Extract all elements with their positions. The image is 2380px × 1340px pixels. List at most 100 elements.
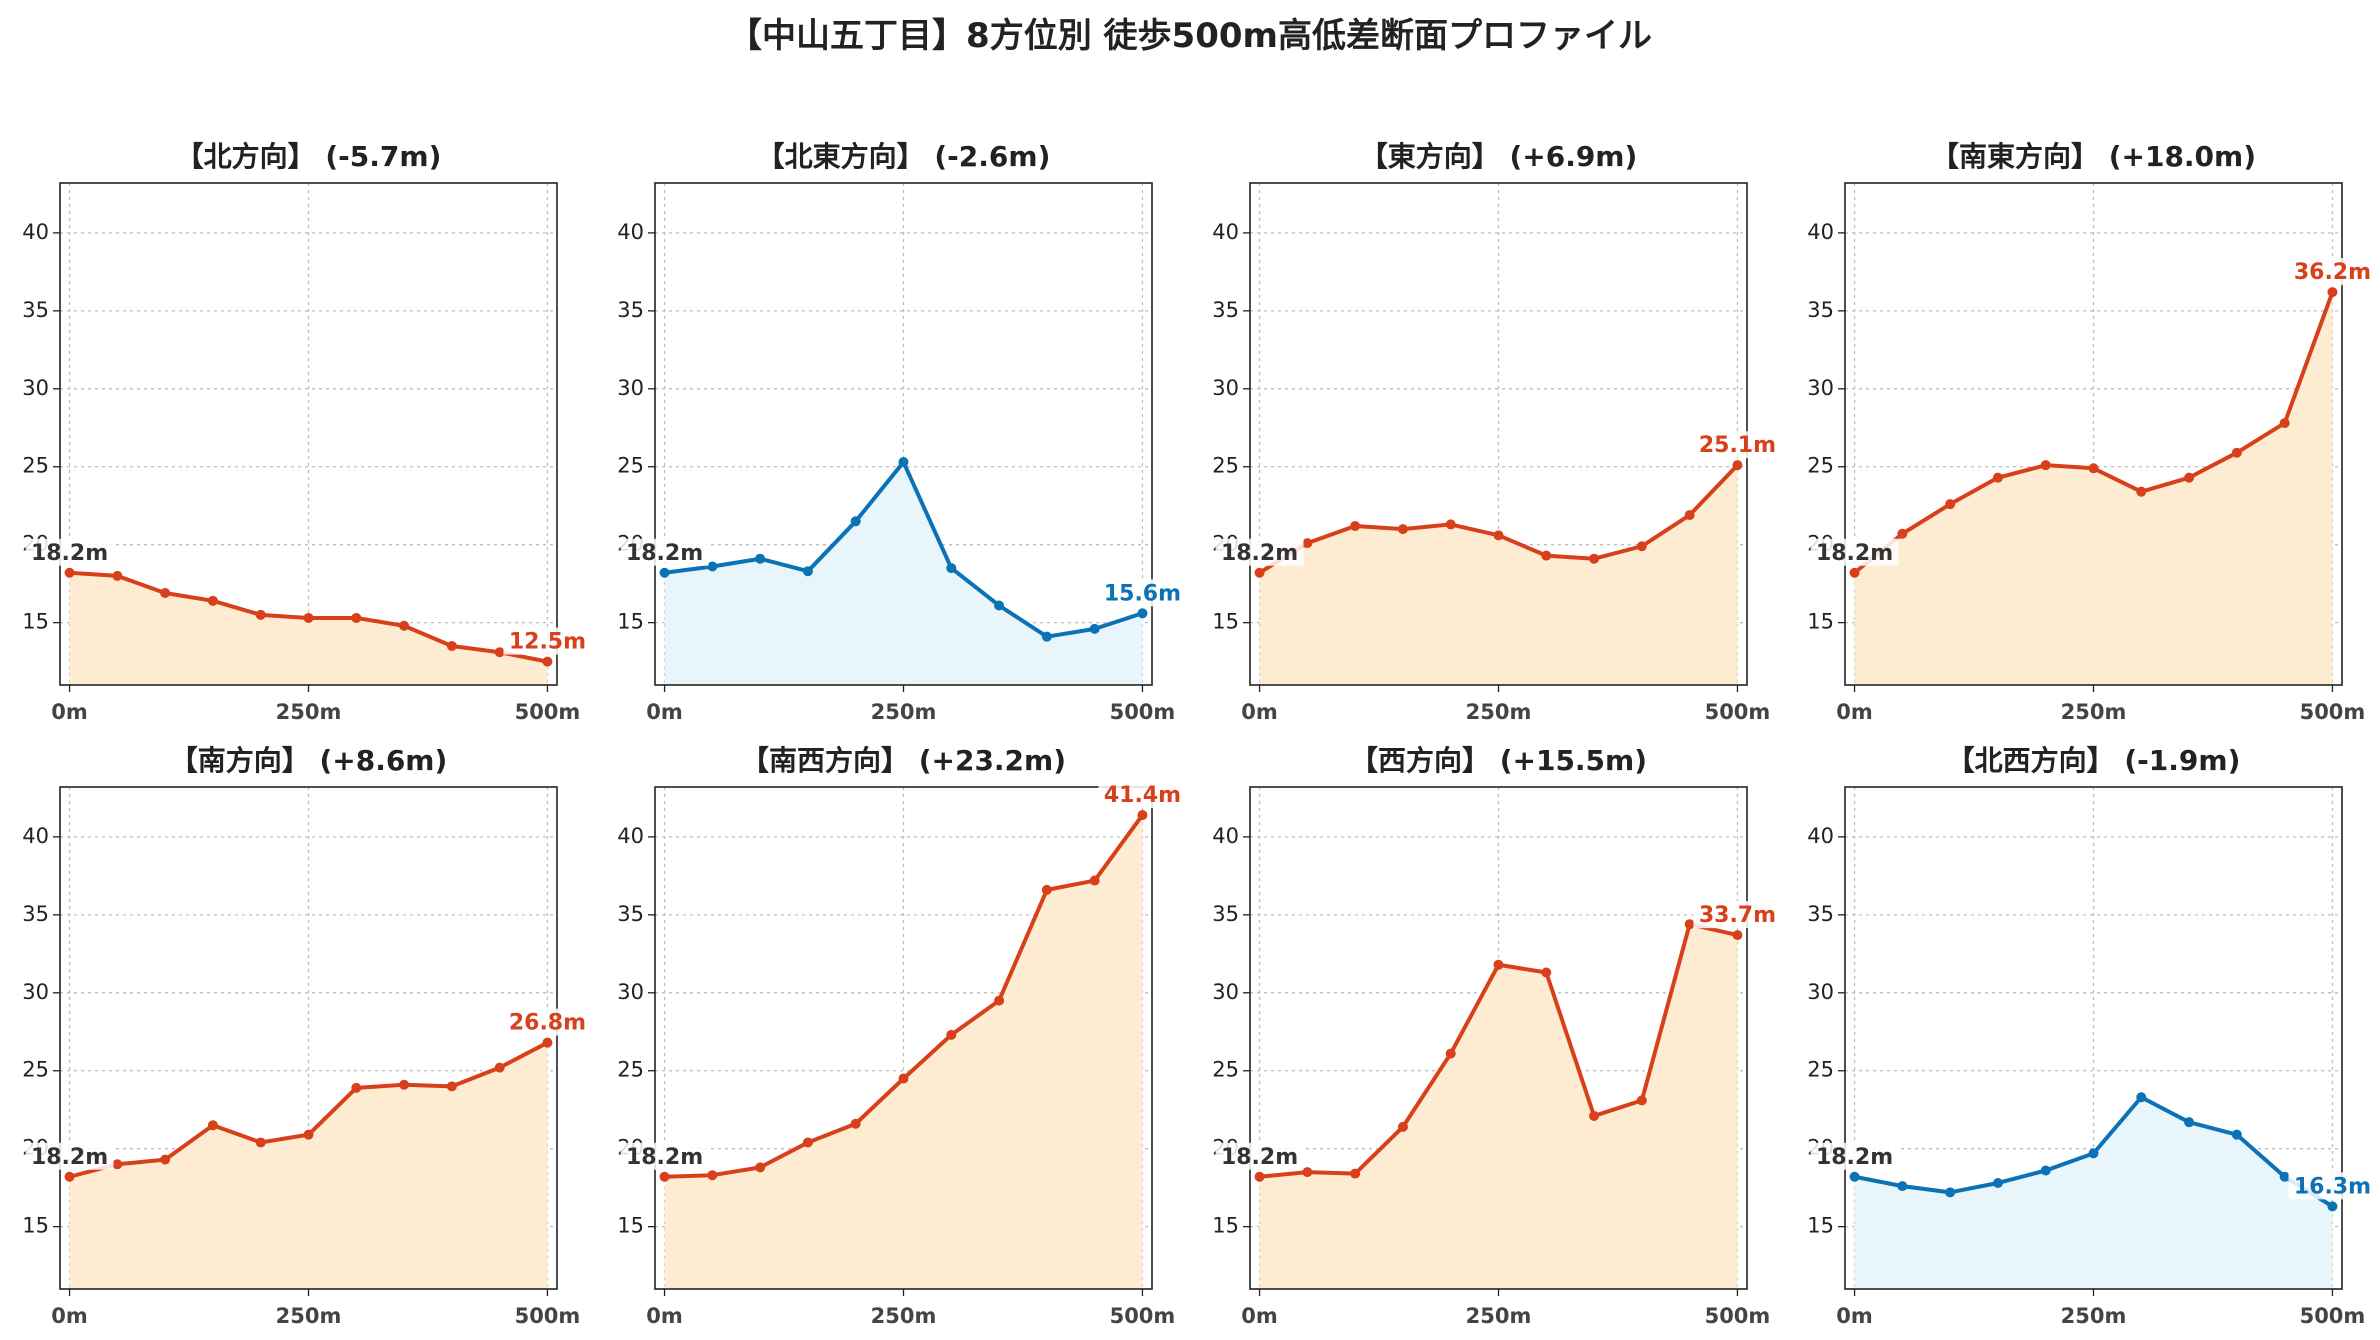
- panel-1-xtick-label: 250m: [871, 700, 937, 724]
- panel-0-data-point: [112, 570, 123, 581]
- panel-2-start-label-bg: [1215, 538, 1304, 566]
- panel-5-data-point: [802, 1137, 813, 1148]
- panel-6: 1520253035400m250m500m【西方向】 (+15.5m)18.2…: [1212, 744, 1782, 1328]
- panel-3-data-point: [2088, 463, 2099, 474]
- panel-3-title: 【南東方向】 (+18.0m): [1931, 140, 2256, 173]
- panel-3-ytick-label: 40: [1807, 220, 1834, 244]
- panel-2-title: 【東方向】 (+6.9m): [1360, 140, 1638, 173]
- panel-5-axes-frame: [654, 786, 1153, 1290]
- panel-1-data-point: [946, 563, 957, 574]
- panel-2-data-point: [1732, 460, 1743, 471]
- panel-3-data-point: [2184, 472, 2195, 483]
- panel-5-start-label: 18.2m: [626, 1145, 703, 1170]
- panel-0-data-point: [207, 595, 218, 606]
- panel-6-title: 【西方向】 (+15.5m): [1350, 744, 1647, 777]
- panel-5-end-label: 41.4m: [1104, 783, 1181, 808]
- panel-4-data-point: [446, 1081, 457, 1092]
- panel-5-data-point: [850, 1118, 861, 1129]
- panel-7-data-point: [1945, 1187, 1956, 1198]
- panel-7-ytick-label: 30: [1807, 980, 1834, 1004]
- panel-2-start-label: 18.2m: [1221, 541, 1298, 566]
- panel-5-data-point: [946, 1029, 957, 1040]
- panel-0-data-point: [303, 612, 314, 623]
- panel-3-start-label: 18.2m: [1816, 541, 1893, 566]
- panel-2-data-point: [1445, 519, 1456, 530]
- panel-2-end-label-bg: [1693, 431, 1782, 459]
- panel-2: 1520253035400m250m500m【東方向】 (+6.9m)18.2m…: [1212, 140, 1782, 724]
- panel-1-ytick-label: 25: [617, 454, 644, 478]
- panel-4-end-label: 26.8m: [509, 1011, 586, 1036]
- panel-0-ytick-label: 15: [22, 610, 49, 634]
- panel-5-data-point: [994, 995, 1005, 1006]
- panel-6-end-label-bg: [1693, 901, 1782, 929]
- panel-0-area-fill: [69, 572, 548, 685]
- panel-6-data-point: [1493, 959, 1504, 970]
- panel-0-ytick-label: 25: [22, 454, 49, 478]
- panel-0-data-point: [542, 656, 553, 667]
- panel-5-data-point: [707, 1170, 718, 1181]
- panel-0-data-point: [351, 612, 362, 623]
- panel-6-data-point: [1397, 1121, 1408, 1132]
- panel-1-area-fill: [664, 462, 1143, 685]
- panel-1-ytick-label: 15: [617, 610, 644, 634]
- panel-4: 1520253035400m250m500m【南方向】 (+8.6m)18.2m…: [22, 744, 592, 1328]
- panel-7-end-label-bg: [2288, 1172, 2377, 1200]
- panel-6-data-point: [1636, 1095, 1647, 1106]
- panel-1-data-point: [898, 457, 909, 468]
- panel-4-ytick-label: 30: [22, 980, 49, 1004]
- panel-5-xtick-label: 500m: [1110, 1304, 1176, 1328]
- panel-3-xtick-label: 500m: [2300, 700, 2366, 724]
- panel-7-ytick-label: 25: [1807, 1058, 1834, 1082]
- panel-6-xtick-label: 500m: [1705, 1304, 1771, 1328]
- panel-3-ytick-label: 30: [1807, 376, 1834, 400]
- panel-0-data-point: [399, 620, 410, 631]
- panel-7-data-point: [2136, 1092, 2147, 1103]
- panel-4-title: 【南方向】 (+8.6m): [170, 744, 448, 777]
- panel-2-ytick-label: 30: [1212, 376, 1239, 400]
- panel-2-data-point: [1493, 530, 1504, 541]
- panel-6-ytick-label: 40: [1212, 824, 1239, 848]
- panel-3-ytick-label: 25: [1807, 454, 1834, 478]
- panel-0-ytick-label: 30: [22, 376, 49, 400]
- panel-7-data-point: [2231, 1129, 2242, 1140]
- panel-1-data-point: [707, 561, 718, 572]
- panel-5: 1520253035400m250m500m【南西方向】 (+23.2m)18.…: [617, 744, 1187, 1328]
- panel-2-end-label: 25.1m: [1699, 433, 1776, 458]
- panel-2-area-fill: [1259, 465, 1738, 685]
- panel-4-data-point: [255, 1137, 266, 1148]
- panel-4-data-point: [494, 1062, 505, 1073]
- panel-7-xtick-label: 500m: [2300, 1304, 2366, 1328]
- panel-4-data-point: [542, 1037, 553, 1048]
- panel-0-axes-frame: [59, 182, 558, 686]
- panel-4-start-label-bg: [25, 1142, 114, 1170]
- panel-1-data-point: [1041, 631, 1052, 642]
- panel-7: 1520253035400m250m500m【北西方向】 (-1.9m)18.2…: [1807, 744, 2377, 1328]
- panel-7-data-point: [2040, 1165, 2051, 1176]
- panel-7-axes-frame: [1844, 786, 2343, 1290]
- panel-3-start-label-bg: [1810, 538, 1899, 566]
- panel-5-ytick-label: 40: [617, 824, 644, 848]
- panel-5-area-fill: [664, 815, 1143, 1289]
- panel-2-data-point: [1541, 550, 1552, 561]
- panel-5-data-point: [1089, 875, 1100, 886]
- panel-6-data-point: [1541, 967, 1552, 978]
- panel-4-start-label: 18.2m: [31, 1145, 108, 1170]
- panel-3-ytick-label: 15: [1807, 610, 1834, 634]
- panel-1-data-point: [659, 567, 670, 578]
- panel-4-data-point: [399, 1079, 410, 1090]
- panel-2-ytick-label: 35: [1212, 298, 1239, 322]
- panel-0-title: 【北方向】 (-5.7m): [176, 140, 442, 173]
- panel-4-ytick-label: 25: [22, 1058, 49, 1082]
- panel-7-xtick-label: 250m: [2061, 1304, 2127, 1328]
- panel-2-data-point: [1254, 567, 1265, 578]
- panel-5-ytick-label: 15: [617, 1214, 644, 1238]
- panel-5-xtick-label: 250m: [871, 1304, 937, 1328]
- panel-6-data-point: [1684, 919, 1695, 930]
- panel-0-xtick-label: 0m: [51, 700, 88, 724]
- panel-2-data-point: [1684, 510, 1695, 521]
- panel-3-area-fill: [1854, 292, 2333, 685]
- panel-2-ytick-label: 15: [1212, 610, 1239, 634]
- panel-1-data-point: [755, 553, 766, 564]
- panel-4-area-fill: [69, 1042, 548, 1289]
- panel-6-data-point: [1732, 930, 1743, 941]
